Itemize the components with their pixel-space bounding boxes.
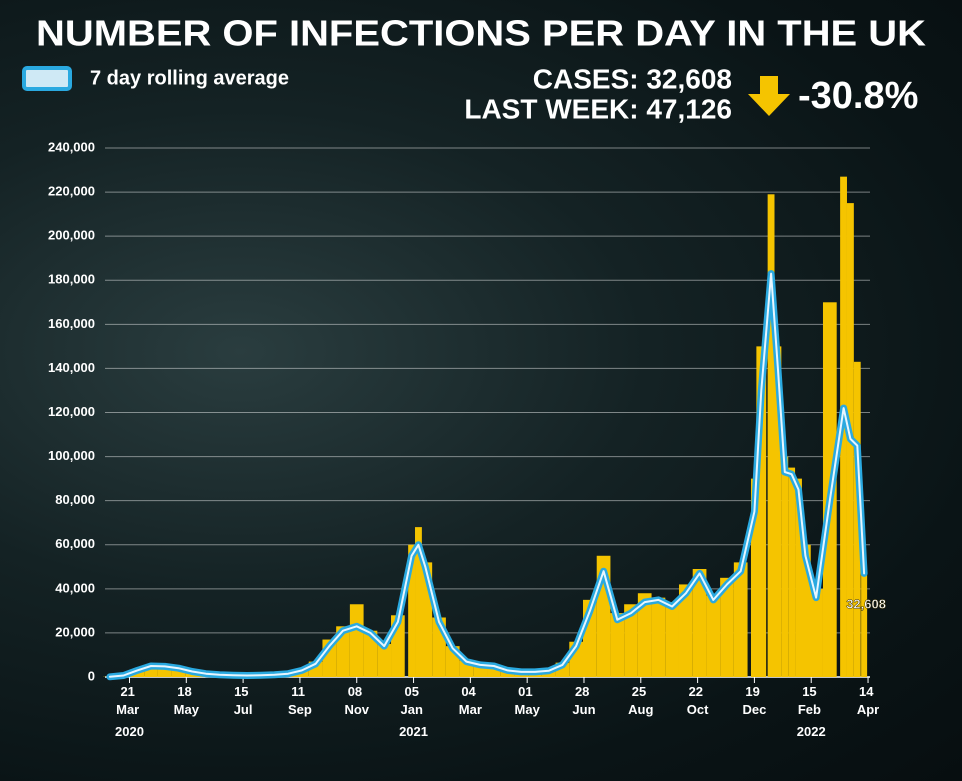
bar — [774, 346, 782, 677]
change-text: -30.8% — [798, 75, 918, 117]
bar — [795, 478, 802, 677]
y-tick-label: 140,000 — [48, 360, 95, 375]
y-tick-label: 60,000 — [55, 536, 95, 551]
x-tick-label: 01 May — [515, 684, 541, 717]
y-tick-label: 200,000 — [48, 228, 95, 243]
cases-text: CASES: 32,608 — [533, 63, 732, 94]
line-outline — [106, 270, 868, 681]
line-core — [108, 272, 866, 678]
bar — [408, 544, 416, 677]
bar — [853, 361, 861, 677]
y-tick-label: 120,000 — [48, 404, 95, 419]
x-tick-label: 15 Jul — [234, 684, 253, 717]
bar — [349, 604, 364, 677]
chart-title: NUMBER OF INFECTIONS PER DAY IN THE UK — [36, 13, 926, 54]
y-tick-label: 40,000 — [55, 580, 95, 595]
x-tick-label: 19 Dec — [742, 684, 766, 717]
bar — [377, 643, 392, 677]
y-tick-label: 100,000 — [48, 448, 95, 463]
x-tick-label: 11 Sep — [288, 684, 312, 717]
x-tick-label: 15 Feb 2022 — [797, 684, 826, 739]
y-tick-label: 20,000 — [55, 624, 95, 639]
down-arrow — [748, 76, 790, 116]
bar — [415, 527, 422, 677]
bar — [692, 568, 707, 677]
x-tick-label: 25 Aug — [628, 684, 653, 717]
bar — [678, 584, 693, 677]
x-tick-label: 05 Jan 2021 — [399, 684, 428, 739]
x-tick-label: 22 Oct — [687, 684, 709, 717]
bar — [363, 630, 378, 677]
bar — [861, 573, 868, 677]
bar — [767, 194, 775, 677]
bar — [733, 562, 748, 677]
bar — [651, 597, 666, 677]
y-tick-label: 0 — [88, 668, 95, 683]
bar — [809, 588, 823, 677]
x-tick-label: 04 Mar — [459, 684, 482, 717]
legend-label: 7 day rolling average — [90, 67, 289, 89]
bar — [610, 613, 625, 677]
x-tick-label: 21 Mar 2020 — [115, 684, 144, 739]
x-tick-label: 18 May — [174, 684, 200, 717]
x-tick-label: 08 Nov — [344, 684, 369, 717]
bar — [637, 593, 652, 677]
y-tick-label: 180,000 — [48, 272, 95, 287]
x-tick-label: 28 Jun — [572, 684, 595, 717]
y-tick-label: 240,000 — [48, 139, 95, 154]
bar — [781, 456, 789, 677]
bar — [665, 602, 679, 677]
y-tick-label: 160,000 — [48, 316, 95, 331]
legend-swatch — [22, 66, 72, 91]
bar — [171, 667, 186, 677]
bar — [799, 544, 811, 677]
y-tick-label: 220,000 — [48, 184, 95, 199]
last-week-text: LAST WEEK: 47,126 — [464, 93, 732, 124]
x-tick-label: 14 Apr — [857, 684, 879, 717]
y-tick-label: 80,000 — [55, 492, 95, 507]
bar — [624, 604, 638, 677]
annotation-label: 32,608 — [846, 597, 886, 612]
bar — [157, 665, 172, 677]
bar — [750, 478, 758, 677]
bar — [706, 595, 721, 677]
bar — [720, 577, 734, 677]
bar — [756, 346, 767, 677]
bar — [788, 467, 796, 677]
